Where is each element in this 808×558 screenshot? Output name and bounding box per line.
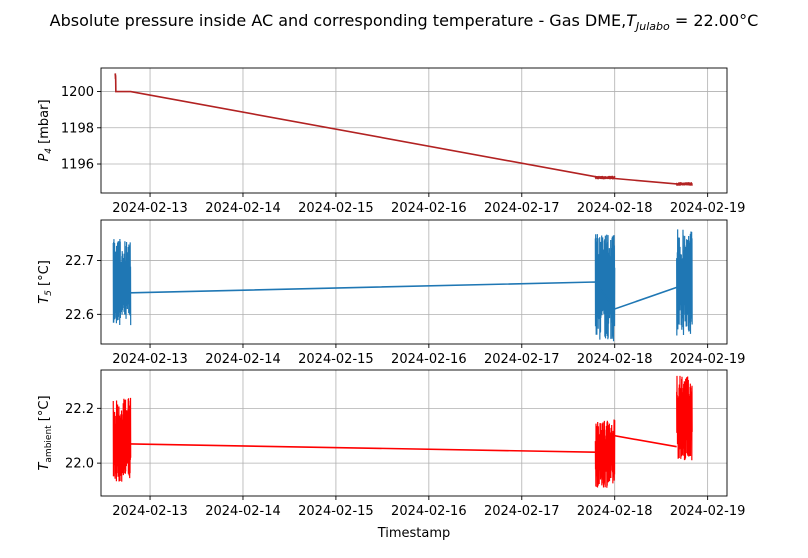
y-tick-label: 22.7 [65,254,94,269]
data-band [594,234,616,342]
data-band [112,397,132,482]
chart-panel-1: 2024-02-13 2024-02-14 2024-02-15 2024-02-16… [37,67,746,216]
x-tick-label: 2024-02-19 [670,504,746,519]
x-tick-label: 2024-02-16 [391,504,467,519]
x-tick-label: 2024-02-18 [577,201,653,216]
x-tick-label: 2024-02-17 [484,504,560,519]
axes-frame [100,219,728,345]
y-tick-label: 1198 [61,121,94,136]
data-band [676,375,693,461]
x-tick-label: 2024-02-13 [112,201,188,216]
axes-frame [100,67,728,194]
y-axis-label: T5 [°C] [37,260,54,304]
x-tick-label: 2024-02-19 [670,352,746,367]
x-tick-label: 2024-02-17 [484,201,560,216]
x-tick-label: 2024-02-15 [298,352,374,367]
y-tick-label: 22.2 [65,402,94,417]
x-tick-label: 2024-02-18 [577,504,653,519]
x-tick-label: 2024-02-14 [205,352,281,367]
y-axis-label: P4 [mbar] [37,99,54,161]
x-tick-label: 2024-02-18 [577,352,653,367]
series-line [130,281,677,310]
x-tick-label: 2024-02-17 [484,352,560,367]
panels: 2024-02-13 2024-02-14 2024-02-15 2024-02-16… [37,67,746,519]
chart-title: Absolute pressure inside AC and correspo… [50,11,759,33]
y-tick-label: 1200 [61,85,94,100]
series-line [130,434,677,453]
x-tick-label: 2024-02-16 [391,201,467,216]
y-tick-label: 1196 [61,158,94,173]
chart-panel-3: 2024-02-13 2024-02-14 2024-02-15 2024-02-16… [37,369,746,519]
x-tick-label: 2024-02-14 [205,504,281,519]
series-line [114,73,693,186]
y-tick-label: 22.6 [65,308,94,323]
chart-panel-2: 2024-02-13 2024-02-14 2024-02-15 2024-02-16… [37,219,746,367]
x-tick-label: 2024-02-15 [298,504,374,519]
x-tick-label: 2024-02-14 [205,201,281,216]
axes-frame [100,369,728,497]
data-band [594,419,616,488]
y-axis-label: Tambient [°C] [37,395,54,470]
x-axis-label: Timestamp [377,526,451,541]
x-tick-label: 2024-02-19 [670,201,746,216]
y-tick-label: 22.0 [65,457,94,472]
x-tick-label: 2024-02-13 [112,504,188,519]
x-tick-label: 2024-02-13 [112,352,188,367]
x-tick-label: 2024-02-15 [298,201,374,216]
x-tick-label: 2024-02-16 [391,352,467,367]
data-band [676,229,693,336]
data-band [112,239,132,326]
